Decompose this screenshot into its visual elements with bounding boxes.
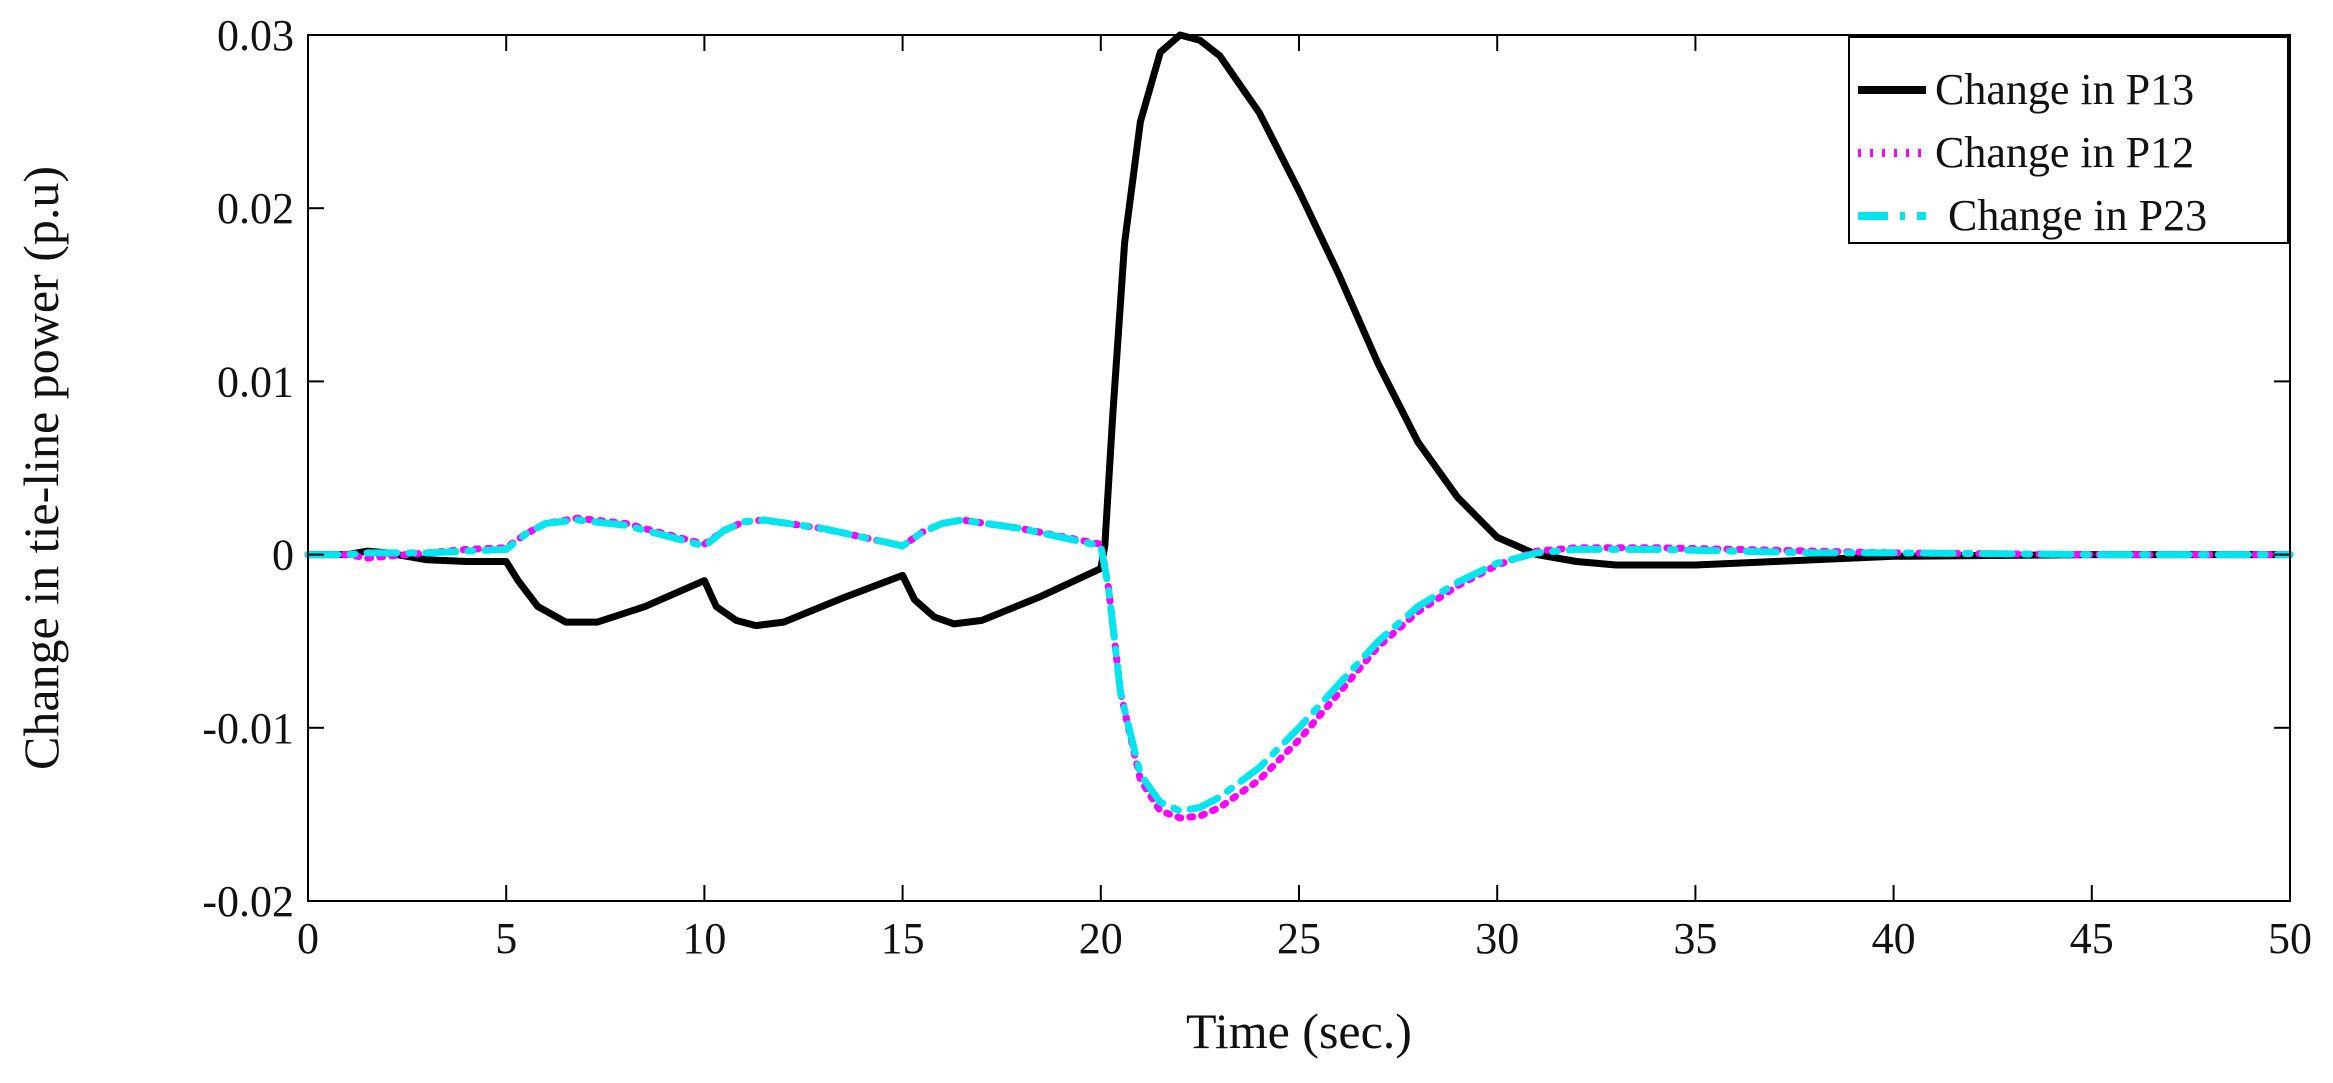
x-axis-title: Time (sec.) (1186, 1003, 1412, 1059)
y-tick-label: 0.02 (217, 184, 294, 233)
legend: Change in P13 Change in P12 Change in P2… (1848, 36, 2289, 244)
y-tick-label: -0.02 (202, 877, 294, 926)
series-layer (304, 31, 2294, 822)
x-tick-label: 5 (495, 914, 517, 963)
x-tick-label: 0 (297, 914, 319, 963)
legend-label-p12: Change in P12 (1935, 128, 2194, 177)
y-axis-title: Change in tie-line power (p.u) (13, 166, 69, 770)
x-tick-label: 40 (1872, 914, 1916, 963)
x-tick-label: 45 (2070, 914, 2114, 963)
tick-layer: 0 5 10 15 20 25 30 35 40 45 50 -0.02 -0.01 0 0.01 0.02 0… (202, 11, 2312, 963)
x-tick-label: 35 (1673, 914, 1717, 963)
y-tick-label: -0.01 (202, 704, 294, 753)
y-tick-label: 0.01 (217, 357, 294, 406)
x-tick-label: 25 (1277, 914, 1321, 963)
x-tick-label: 15 (881, 914, 925, 963)
series-line-change-in-p23 (304, 516, 2294, 815)
legend-label-p23: Change in P23 (1948, 191, 2207, 240)
y-tick-label: 0 (272, 531, 294, 580)
series-line-change-in-p13 (304, 31, 2294, 630)
legend-box (1848, 36, 2289, 244)
legend-label-p13: Change in P13 (1935, 65, 2194, 114)
x-tick-label: 30 (1475, 914, 1519, 963)
x-tick-label: 20 (1079, 914, 1123, 963)
y-tick-label: 0.03 (217, 11, 294, 60)
x-tick-label: 50 (2268, 914, 2312, 963)
x-tick-label: 10 (682, 914, 726, 963)
